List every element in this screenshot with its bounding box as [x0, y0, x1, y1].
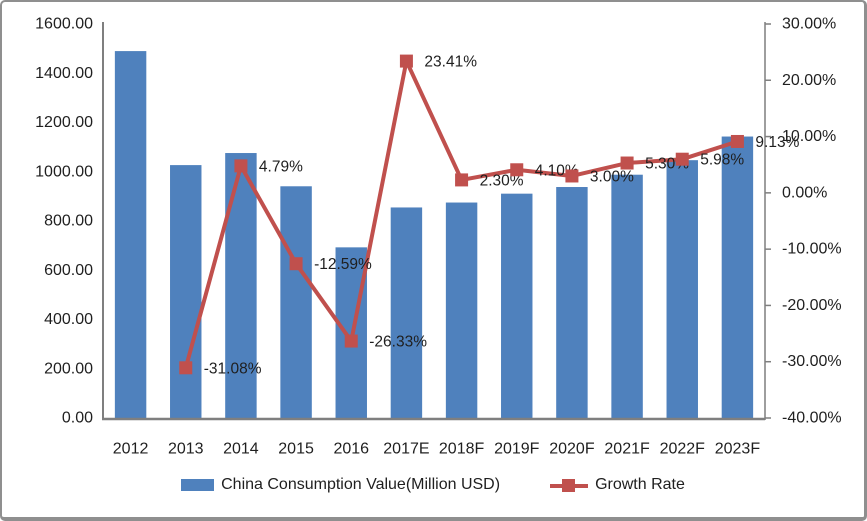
x-axis-label-2016: 2016	[333, 441, 369, 458]
y-axis-left-tick-label: 1600.00	[35, 16, 93, 33]
data-label-2020F: 3.00%	[590, 168, 634, 185]
y-axis-right-tick-label: -10.00%	[782, 241, 842, 258]
bar-2014	[225, 153, 257, 418]
bar-2013	[170, 165, 202, 418]
y-axis-left-tick-label: 1400.00	[35, 65, 93, 82]
x-axis-label-2021F: 2021F	[604, 441, 650, 458]
y-axis-right-tick-label: 20.00%	[782, 72, 836, 89]
legend-item-consumption-value: China Consumption Value(Million USD)	[181, 476, 500, 494]
chart-legend: China Consumption Value(Million USD) Gro…	[2, 476, 864, 494]
x-axis-label-2012: 2012	[113, 441, 149, 458]
y-axis-left-tick-label: 1200.00	[35, 114, 93, 131]
x-axis-label-2020F: 2020F	[549, 441, 595, 458]
x-axis-label-2018F: 2018F	[439, 441, 485, 458]
bar-2021F	[611, 174, 643, 418]
growth-rate-marker-2014	[234, 159, 248, 173]
chart-canvas: 1600.00 1400.00 1200.00 1000.00 800.00 600.00…	[35, 16, 842, 458]
growth-rate-marker-2013	[179, 361, 193, 375]
growth-rate-marker-2015	[289, 257, 303, 271]
y-axis-right-tick-label: -40.00%	[782, 410, 842, 427]
legend-bar-swatch-icon	[181, 479, 215, 491]
data-label-2018F: 2.30%	[480, 172, 524, 189]
x-axis-label-2019F: 2019F	[494, 441, 540, 458]
data-label-2022F: 5.98%	[700, 152, 744, 169]
growth-rate-marker-2018F	[455, 173, 469, 187]
bar-2012	[114, 51, 147, 419]
legend-label-growth-rate: Growth Rate	[595, 476, 685, 493]
data-label-2015: -12.59%	[314, 256, 372, 273]
y-axis-right-tick-label: 0.00%	[782, 184, 827, 201]
y-axis-left-tick-label: 1000.00	[35, 163, 93, 180]
growth-rate-marker-2016	[344, 334, 358, 348]
data-label-2023F: 9.13%	[755, 134, 799, 151]
y-axis-left-tick-label: 0.00	[62, 410, 93, 427]
growth-rate-marker-2020F	[565, 169, 579, 183]
growth-rate-marker-2017E	[399, 54, 413, 68]
x-axis-label-2017E: 2017E	[383, 441, 429, 458]
bar-2019F	[501, 193, 533, 418]
bar-2020F	[556, 187, 588, 418]
legend-line-swatch-icon	[550, 478, 589, 492]
y-axis-right-tick-label: 30.00%	[782, 16, 836, 33]
y-axis-right-tick-label: -30.00%	[782, 353, 842, 370]
x-axis-label-2015: 2015	[278, 441, 314, 458]
bar-2015	[280, 186, 312, 418]
growth-rate-marker-2019F	[510, 163, 524, 177]
x-axis-label-2013: 2013	[168, 441, 204, 458]
growth-rate-marker-2021F	[620, 156, 634, 170]
y-axis-right-tick-label: 10.00%	[782, 128, 836, 145]
x-axis-label-2022F: 2022F	[660, 441, 706, 458]
bar-2017E	[390, 207, 423, 418]
legend-item-growth-rate: Growth Rate	[550, 476, 685, 494]
bar-2018F	[445, 202, 478, 418]
data-label-2013: -31.08%	[204, 360, 262, 377]
x-axis-label-2023F: 2023F	[715, 441, 761, 458]
y-axis-left-tick-label: 400.00	[44, 311, 93, 328]
bar-2023F	[721, 136, 754, 418]
legend-label-consumption-value: China Consumption Value(Million USD)	[221, 476, 501, 493]
growth-rate-marker-2023F	[730, 134, 744, 148]
data-label-2017E: 23.41%	[424, 54, 477, 71]
y-axis-left-tick-label: 800.00	[44, 213, 93, 230]
y-axis-right-tick-label: -20.00%	[782, 297, 842, 314]
data-label-2016: -26.33%	[369, 334, 427, 351]
y-axis-left-tick-label: 600.00	[44, 262, 93, 279]
legend-line-marker	[562, 478, 576, 492]
x-axis-label-2014: 2014	[223, 441, 259, 458]
y-axis-left-tick-label: 200.00	[44, 360, 93, 377]
data-label-2014: 4.79%	[259, 158, 303, 175]
bar-2022F	[666, 160, 698, 418]
growth-rate-marker-2022F	[675, 152, 689, 166]
